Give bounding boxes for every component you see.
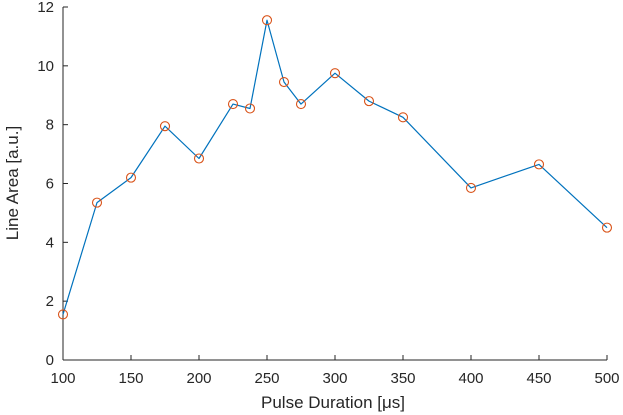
data-point — [261, 15, 273, 26]
x-tick-label: 250 — [254, 370, 279, 387]
y-tick-label: 10 — [37, 58, 54, 75]
data-point — [329, 68, 341, 79]
x-tick-label: 150 — [118, 370, 143, 387]
x-axis-title: Pulse Duration [μs] — [261, 393, 405, 412]
data-point — [465, 182, 477, 193]
data-point — [125, 172, 137, 183]
series — [62, 19, 608, 315]
x-tick-label: 450 — [526, 370, 551, 387]
data-point — [227, 99, 239, 110]
data-point — [91, 197, 103, 208]
ticks: 100 150 200 250 300 350 400 450 500 0 2 4 6 8 10 12 — [37, 0, 619, 387]
x-tick-label: 300 — [322, 370, 347, 387]
y-tick-label: 0 — [46, 352, 54, 369]
y-tick-label: 6 — [46, 176, 54, 193]
y-axis-title: Line Area [a.u.] — [3, 126, 22, 240]
x-tick-label: 200 — [186, 370, 211, 387]
y-tick-label: 4 — [46, 234, 54, 251]
data-point — [397, 112, 409, 123]
data-point — [244, 103, 256, 114]
data-point — [533, 159, 545, 170]
data-point — [193, 153, 205, 164]
x-tick-label: 350 — [390, 370, 415, 387]
data-point — [601, 222, 613, 233]
data-point — [363, 96, 375, 107]
data-point — [278, 76, 290, 88]
y-tick-label: 2 — [46, 293, 54, 310]
x-tick-label: 500 — [594, 370, 619, 387]
data-point — [295, 99, 307, 110]
series-line — [62, 19, 608, 315]
y-tick-label: 8 — [46, 117, 54, 134]
axes — [62, 7, 607, 361]
x-tick-label: 100 — [50, 370, 75, 387]
y-tick-label: 12 — [37, 0, 54, 16]
x-tick-label: 400 — [458, 370, 483, 387]
data-point — [57, 309, 69, 320]
markers — [57, 15, 613, 320]
data-point — [159, 121, 171, 132]
